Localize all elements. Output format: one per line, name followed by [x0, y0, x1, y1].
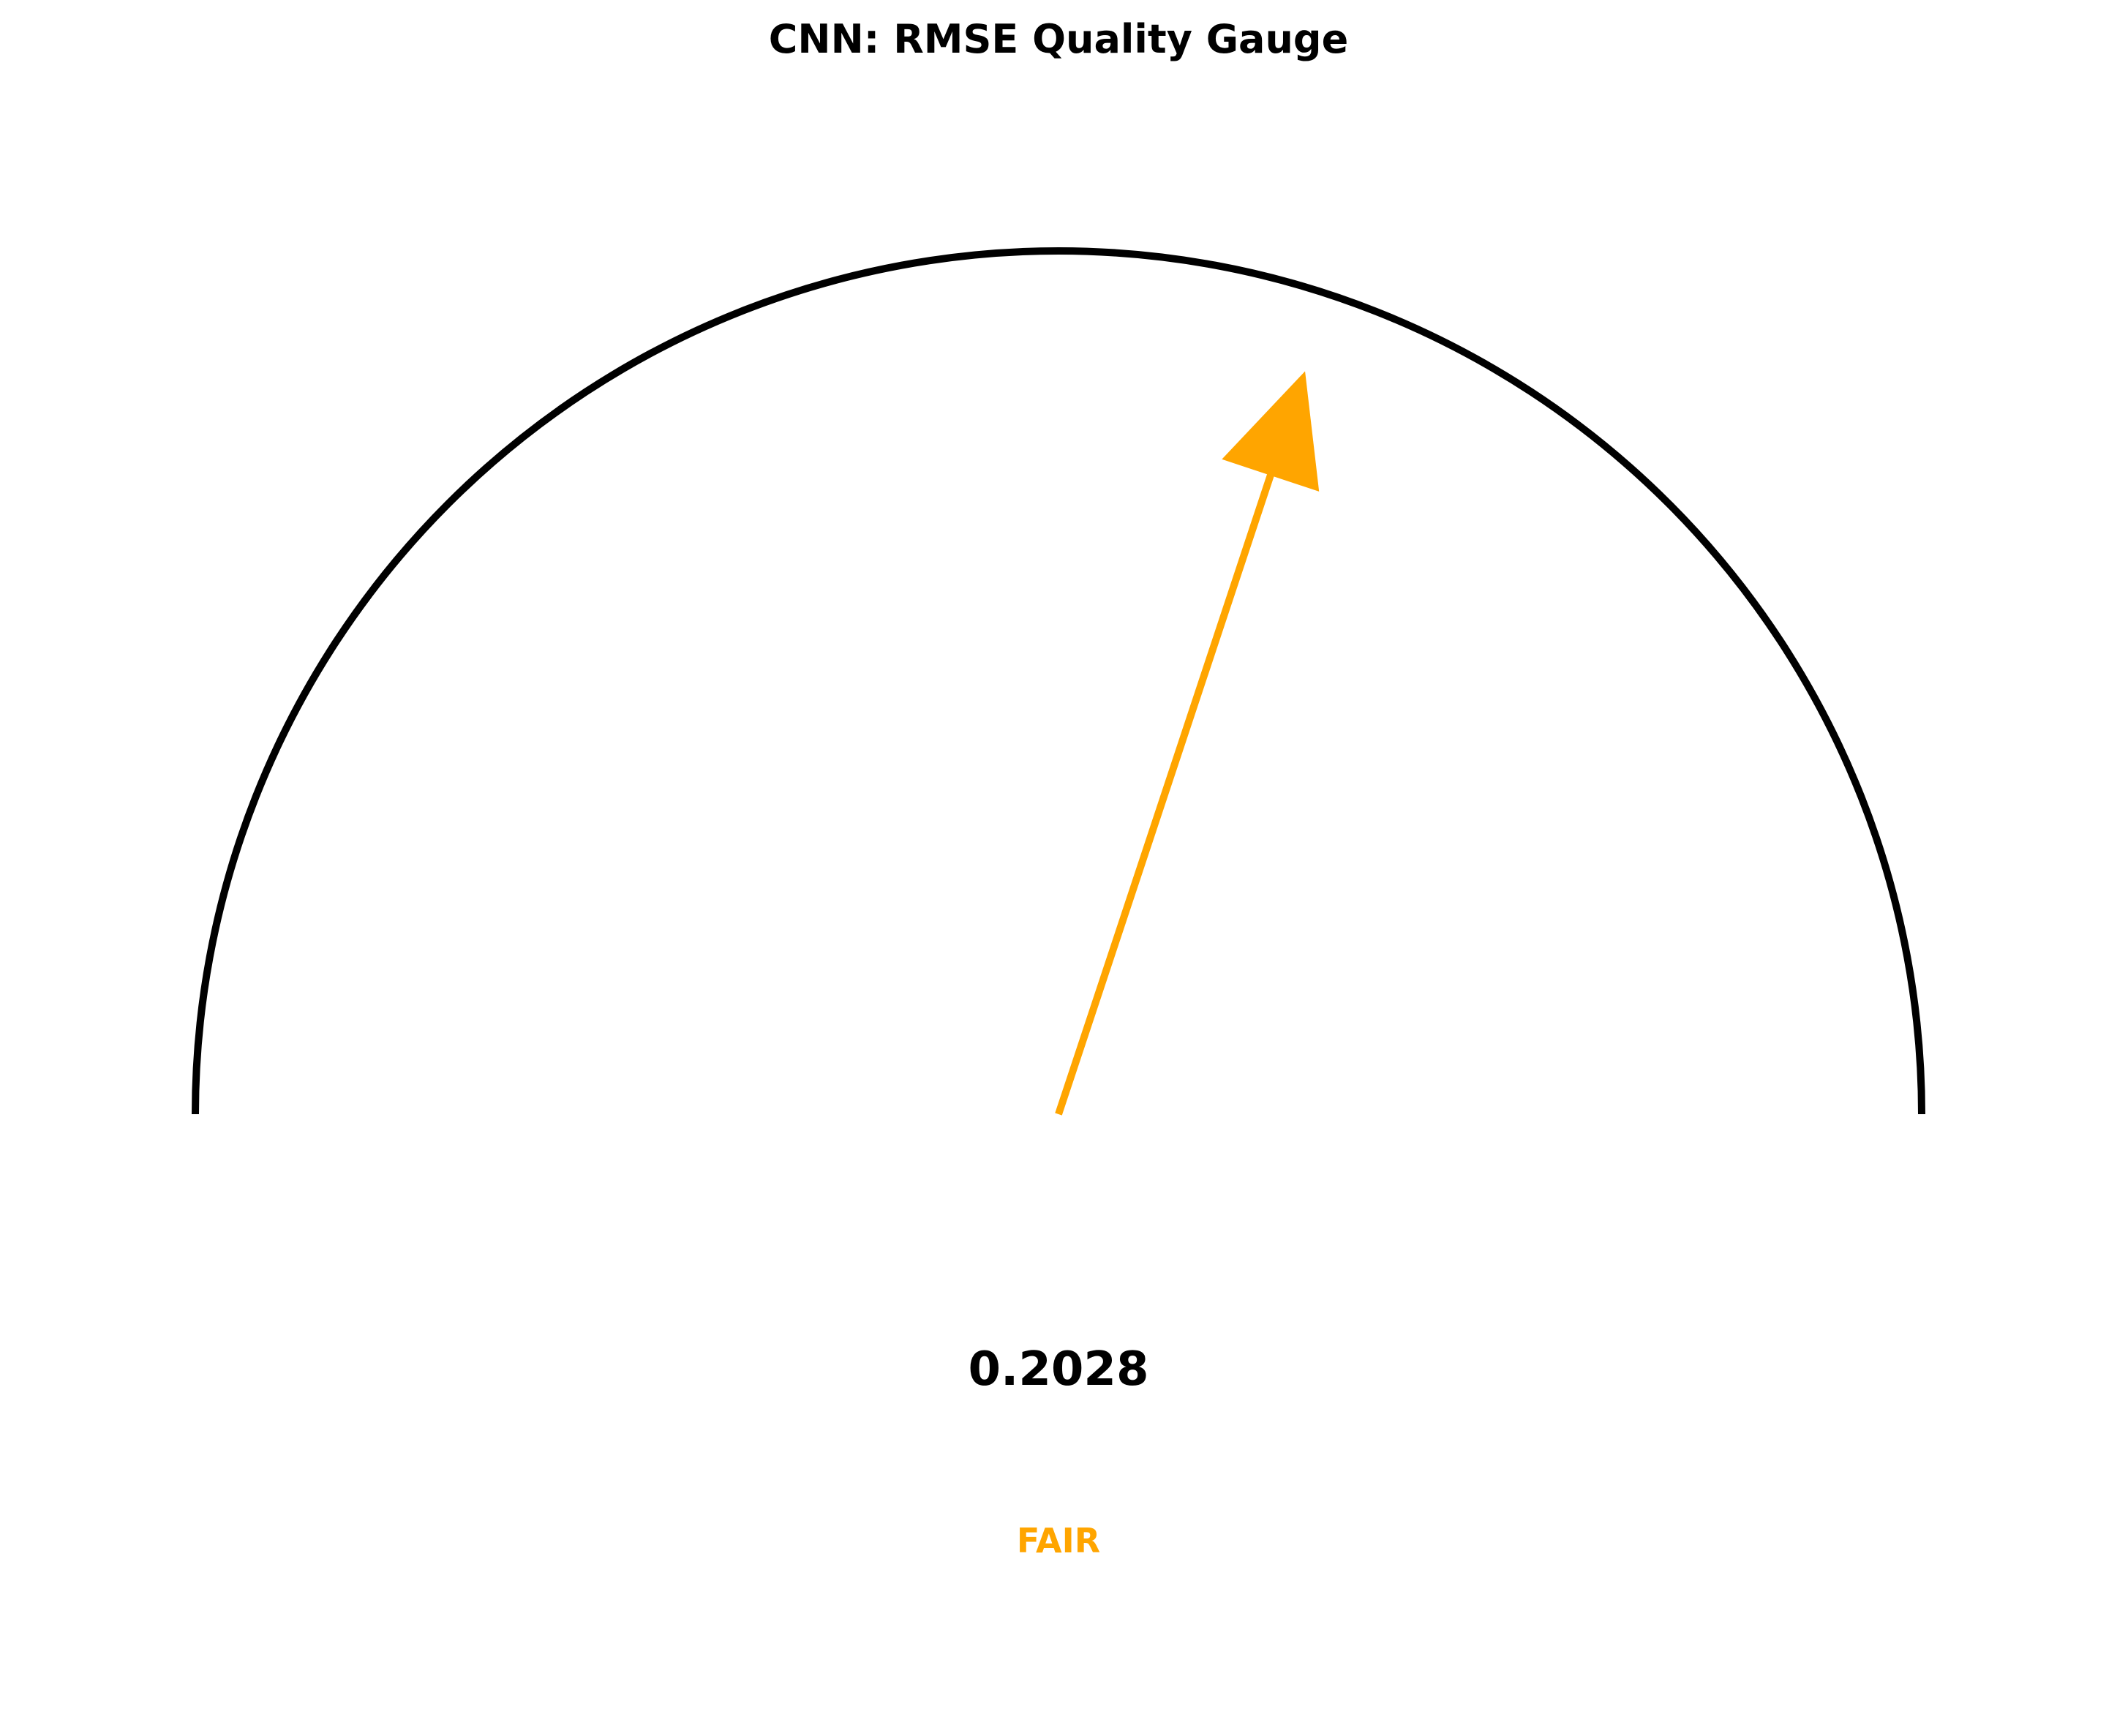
chart-title: CNN: RMSE Quality Gauge	[769, 16, 1348, 62]
gauge-value-label: 0.2028	[969, 1342, 1149, 1397]
gauge-status-label: FAIR	[1017, 1521, 1100, 1560]
gauge-arc	[192, 247, 1925, 1115]
gauge-needle	[1055, 460, 1279, 1116]
gauge-needle-arrowhead	[1222, 371, 1320, 492]
